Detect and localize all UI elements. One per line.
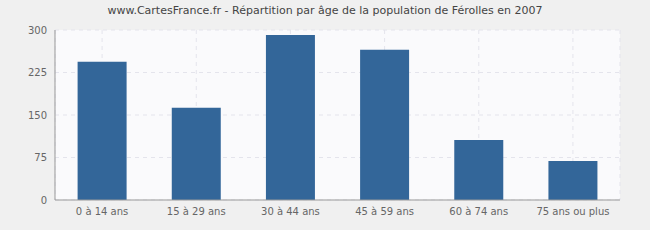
svg-text:300: 300 — [28, 25, 47, 36]
svg-text:0: 0 — [41, 195, 47, 206]
svg-text:30 à 44 ans: 30 à 44 ans — [261, 206, 320, 217]
svg-text:15 à 29 ans: 15 à 29 ans — [167, 206, 226, 217]
html-text:www.CartesFrance.fr - Répartit: www.CartesFrance.fr - Répartition par âg… — [107, 4, 543, 17]
svg-text:60 à 74 ans: 60 à 74 ans — [449, 206, 508, 217]
svg-text:225: 225 — [28, 67, 47, 78]
svg-text:45 à 59 ans: 45 à 59 ans — [355, 206, 414, 217]
svg-text:0 à 14 ans: 0 à 14 ans — [76, 206, 128, 217]
svg-text:150: 150 — [28, 110, 47, 121]
svg-text:75: 75 — [34, 152, 47, 163]
svg-text:75 ans ou plus: 75 ans ou plus — [536, 206, 609, 217]
